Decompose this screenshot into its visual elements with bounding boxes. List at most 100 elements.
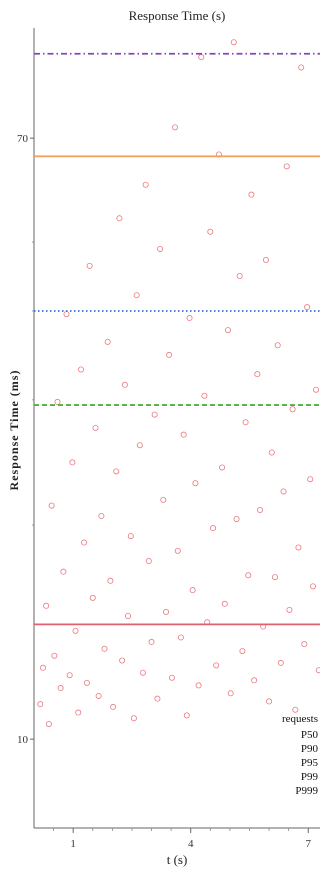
data-point: [274, 342, 281, 349]
data-point: [127, 533, 134, 540]
data-point: [57, 685, 64, 692]
data-point: [227, 690, 234, 697]
y-axis-label: Response Time (ms): [7, 370, 21, 491]
data-point: [268, 449, 275, 456]
data-point: [183, 712, 190, 719]
data-point: [45, 721, 52, 728]
data-point: [177, 634, 184, 641]
data-point: [245, 572, 252, 579]
data-point: [230, 39, 237, 46]
y-tick-label: 10: [17, 734, 29, 746]
data-point: [72, 627, 79, 634]
data-point: [172, 124, 179, 131]
data-point: [69, 459, 76, 466]
data-point: [75, 709, 82, 716]
data-point: [289, 406, 296, 413]
data-point: [251, 677, 258, 684]
data-point: [130, 715, 137, 722]
data-point: [236, 272, 243, 279]
data-point: [119, 657, 126, 664]
data-point: [254, 371, 261, 378]
plot-area: [33, 28, 320, 829]
data-point: [92, 424, 99, 431]
legend-entry-p999: P999: [295, 785, 318, 797]
data-point: [98, 512, 105, 519]
data-point: [104, 338, 111, 345]
data-point: [95, 692, 102, 699]
data-point: [81, 539, 88, 546]
percentile-lines: [34, 52, 320, 626]
data-point: [257, 506, 264, 513]
data-point: [186, 315, 193, 322]
data-point: [213, 662, 220, 669]
data-point: [142, 181, 149, 188]
data-point: [207, 228, 214, 235]
data-point: [233, 515, 240, 522]
chart-title: Response Time (s): [129, 8, 226, 23]
legend: requests P50 P90 P95 P99 P999: [282, 713, 319, 797]
data-point: [86, 262, 93, 269]
data-point: [78, 366, 85, 373]
data-point: [189, 587, 196, 594]
data-point: [136, 442, 143, 449]
data-point: [110, 703, 117, 710]
data-point: [83, 679, 90, 686]
data-point: [174, 547, 181, 554]
data-point: [315, 667, 320, 674]
data-point: [271, 574, 278, 581]
data-point: [280, 488, 287, 495]
data-point: [221, 600, 228, 607]
data-point: [239, 648, 246, 655]
data-point: [113, 468, 120, 475]
data-point: [304, 304, 311, 311]
x-tick-label: 7: [305, 838, 311, 850]
data-point: [295, 544, 302, 551]
data-point: [266, 698, 273, 705]
legend-title: requests: [282, 713, 318, 725]
data-point: [168, 674, 175, 681]
data-point: [301, 641, 308, 648]
data-point: [201, 392, 208, 399]
data-point: [309, 583, 316, 590]
data-point: [219, 464, 226, 471]
y-ticks: 10 70: [17, 133, 34, 746]
legend-entry-p95: P95: [301, 757, 319, 769]
data-point: [210, 525, 217, 532]
data-point: [166, 351, 173, 358]
data-point: [292, 706, 299, 713]
data-point: [89, 594, 96, 601]
plot-background: [34, 28, 320, 828]
data-point: [145, 558, 152, 565]
data-point: [307, 476, 314, 483]
data-point: [121, 381, 128, 388]
data-point: [40, 664, 47, 671]
data-point: [248, 191, 255, 198]
data-point: [101, 645, 108, 652]
data-point: [54, 398, 61, 405]
data-point: [298, 64, 305, 71]
data-point: [154, 695, 161, 702]
legend-entry-p99: P99: [301, 771, 319, 783]
legend-entry-p90: P90: [301, 743, 319, 755]
data-point: [286, 606, 293, 613]
scatter-points: [37, 39, 320, 728]
data-point: [195, 682, 202, 689]
data-point: [66, 672, 73, 679]
data-point: [157, 245, 164, 252]
data-point: [107, 577, 114, 584]
data-point: [262, 256, 269, 263]
data-point: [192, 480, 199, 487]
legend-entry-p50: P50: [301, 729, 319, 741]
x-axis-label: t (s): [167, 852, 188, 867]
data-point: [133, 292, 140, 299]
data-point: [180, 431, 187, 438]
data-point: [43, 602, 50, 609]
data-point: [242, 419, 249, 426]
data-point: [116, 215, 123, 222]
data-point: [151, 411, 158, 418]
data-point: [48, 502, 55, 509]
data-point: [51, 652, 58, 659]
data-point: [160, 496, 167, 503]
